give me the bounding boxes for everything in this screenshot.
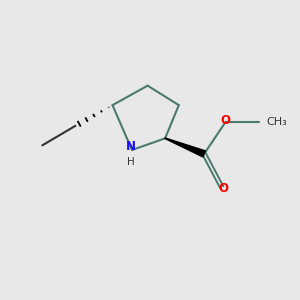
Text: CH₃: CH₃ [266, 117, 287, 127]
Text: O: O [218, 182, 228, 195]
Text: H: H [127, 157, 134, 167]
Text: N: N [125, 140, 136, 153]
Polygon shape [165, 138, 206, 157]
Text: O: O [220, 114, 231, 127]
